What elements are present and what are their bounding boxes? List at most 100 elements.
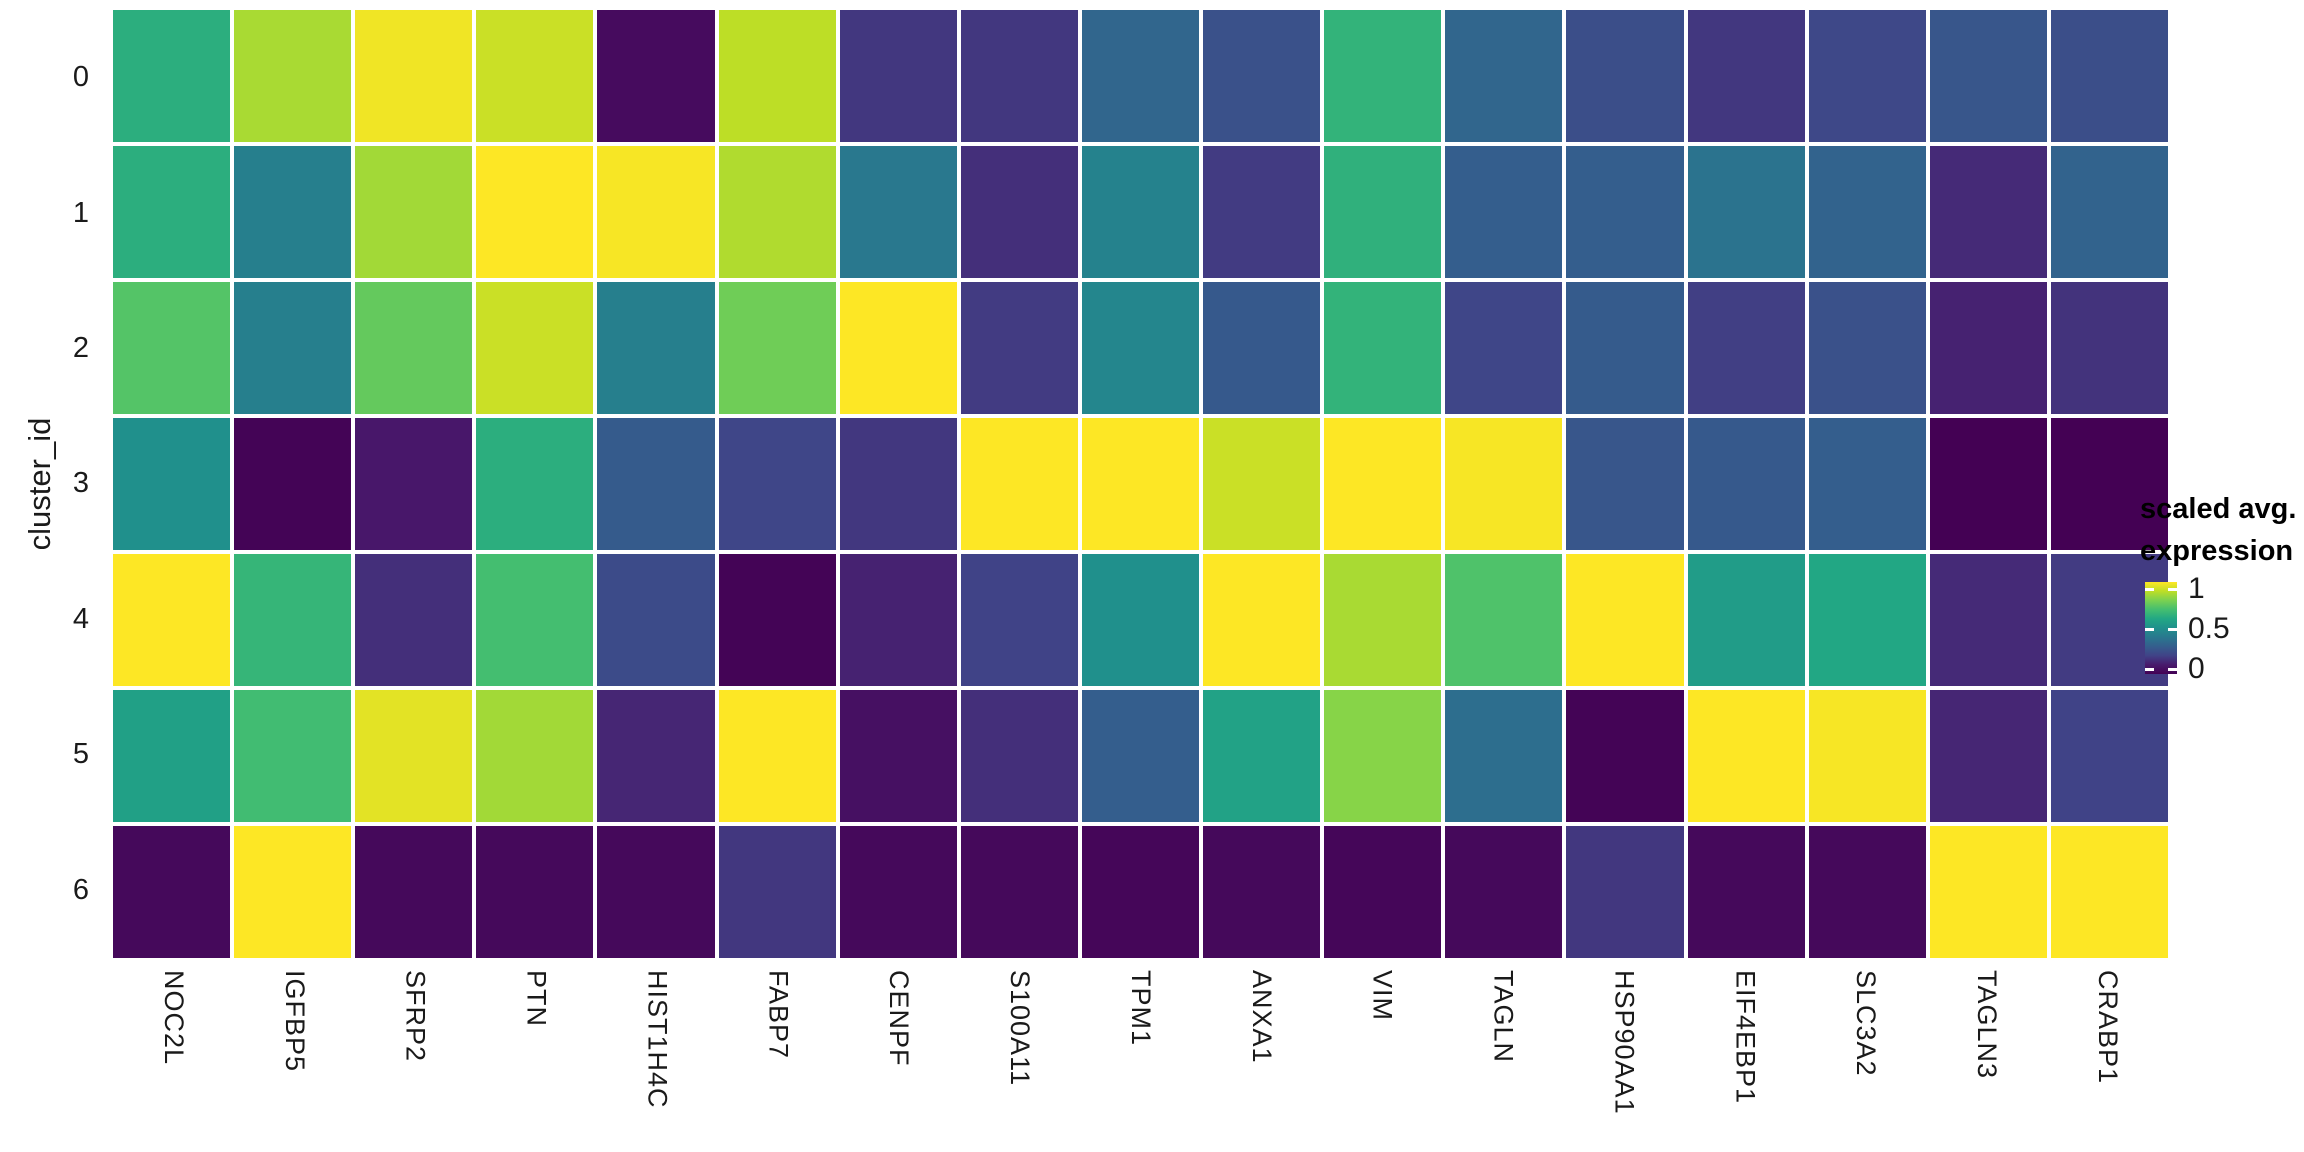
heatmap-cell: [1324, 282, 1442, 414]
legend-tick-mark: [2145, 668, 2154, 671]
heatmap-cell: [234, 826, 352, 958]
heatmap-cell: [1929, 146, 2047, 278]
heatmap-cell: [1929, 690, 2047, 822]
heatmap-cell: [476, 282, 594, 414]
x-tick-label: FABP7: [763, 970, 794, 1060]
heatmap-cell: [1808, 554, 1926, 686]
legend-tick-mark: [2145, 588, 2154, 591]
heatmap-cell: [1808, 418, 1926, 550]
heatmap-cell: [1687, 10, 1805, 142]
legend-title: scaled avg. expression: [2140, 488, 2304, 572]
heatmap-cell: [1203, 10, 1321, 142]
heatmap-cell: [113, 690, 231, 822]
heatmap-grid: [113, 10, 2168, 958]
heatmap-cell: [1081, 10, 1200, 142]
heatmap-cell: [1445, 690, 1563, 822]
heatmap-cell: [1324, 690, 1442, 822]
heatmap-cell: [1203, 690, 1321, 822]
x-tick-label: EIF4EBP1: [1730, 970, 1761, 1105]
heatmap-cell: [476, 826, 594, 958]
heatmap-cell: [597, 10, 715, 142]
heatmap-cell: [597, 554, 715, 686]
heatmap-cell: [1808, 282, 1926, 414]
legend-tick-label: 0.5: [2188, 612, 2230, 645]
heatmap-cell: [113, 282, 231, 414]
heatmap-cell: [113, 10, 231, 142]
heatmap-cell: [1324, 826, 1442, 958]
heatmap-cell: [2050, 418, 2168, 550]
x-tick-label: TAGLN3: [1972, 970, 2003, 1080]
heatmap-cell: [234, 690, 352, 822]
heatmap-cell: [718, 418, 836, 550]
legend-colorbar-area: 1 0.5 0: [2140, 574, 2304, 684]
heatmap-cell: [476, 690, 594, 822]
heatmap-cell: [113, 554, 231, 686]
heatmap-cell: [113, 418, 231, 550]
heatmap-cell: [2050, 146, 2168, 278]
heatmap-cell: [960, 690, 1078, 822]
heatmap-cell: [839, 146, 957, 278]
x-axis-tick-labels: NOC2L IGFBP5 SFRP2 PTN HIST1H4C FABP7 CENPF S10…: [113, 970, 2168, 1152]
heatmap-cell: [1566, 418, 1684, 550]
heatmap-cell: [1687, 554, 1805, 686]
y-tick-label: 3: [72, 467, 89, 500]
heatmap-cell: [597, 282, 715, 414]
x-tick-label: SFRP2: [400, 970, 431, 1063]
heatmap-cell: [839, 10, 957, 142]
heatmap-cell: [597, 146, 715, 278]
heatmap-cell: [1566, 10, 1684, 142]
heatmap-cell: [1808, 146, 1926, 278]
heatmap-cell: [1324, 10, 1442, 142]
x-tick-label: TAGLN: [1488, 970, 1519, 1064]
heatmap-cell: [2050, 826, 2168, 958]
heatmap-cell: [1324, 146, 1442, 278]
x-tick-label: NOC2L: [158, 970, 189, 1066]
heatmap-cell: [355, 146, 473, 278]
heatmap-cell: [234, 418, 352, 550]
heatmap-cell: [1203, 826, 1321, 958]
heatmap-cell: [960, 10, 1078, 142]
heatmap-cell: [1445, 282, 1563, 414]
heatmap-cell: [476, 418, 594, 550]
x-tick-label: IGFBP5: [279, 970, 310, 1073]
heatmap-cell: [1929, 10, 2047, 142]
y-axis-tick-labels: 0 1 2 3 4 5 6: [0, 10, 103, 958]
heatmap-cell: [1929, 418, 2047, 550]
heatmap-cell: [1081, 826, 1200, 958]
heatmap-cell: [1081, 146, 1200, 278]
legend-title-line1: scaled avg.: [2140, 493, 2297, 525]
y-tick-label: 5: [72, 738, 89, 771]
y-tick-label: 1: [72, 196, 89, 229]
heatmap-cell: [355, 554, 473, 686]
heatmap-cell: [113, 146, 231, 278]
x-tick-label: CRABP1: [2092, 970, 2123, 1085]
legend-tick-label: 1: [2188, 572, 2205, 605]
heatmap-cell: [718, 146, 836, 278]
legend-tick-mark: [2168, 588, 2177, 591]
heatmap-cell: [1566, 826, 1684, 958]
x-tick-label: CENPF: [884, 970, 915, 1067]
heatmap-cell: [718, 282, 836, 414]
heatmap-cell: [355, 10, 473, 142]
heatmap-cell: [1566, 282, 1684, 414]
heatmap-cell: [1808, 690, 1926, 822]
legend: scaled avg. expression 1 0.5 0: [2140, 488, 2304, 684]
heatmap-cell: [597, 418, 715, 550]
y-tick-label: 2: [72, 332, 89, 365]
x-tick-label: S100A11: [1005, 970, 1036, 1087]
heatmap-cell: [1566, 690, 1684, 822]
heatmap-cell: [1687, 826, 1805, 958]
heatmap-cell: [1445, 10, 1563, 142]
heatmap-cell: [476, 146, 594, 278]
y-tick-label: 0: [72, 61, 89, 94]
heatmap-cell: [839, 826, 957, 958]
heatmap-cell: [2050, 282, 2168, 414]
heatmap-cell: [597, 690, 715, 822]
heatmap-cell: [1445, 826, 1563, 958]
legend-tick-mark: [2168, 668, 2177, 671]
heatmap-cell: [1081, 282, 1200, 414]
heatmap-cell: [234, 554, 352, 686]
heatmap-cell: [960, 146, 1078, 278]
heatmap-cell: [960, 418, 1078, 550]
